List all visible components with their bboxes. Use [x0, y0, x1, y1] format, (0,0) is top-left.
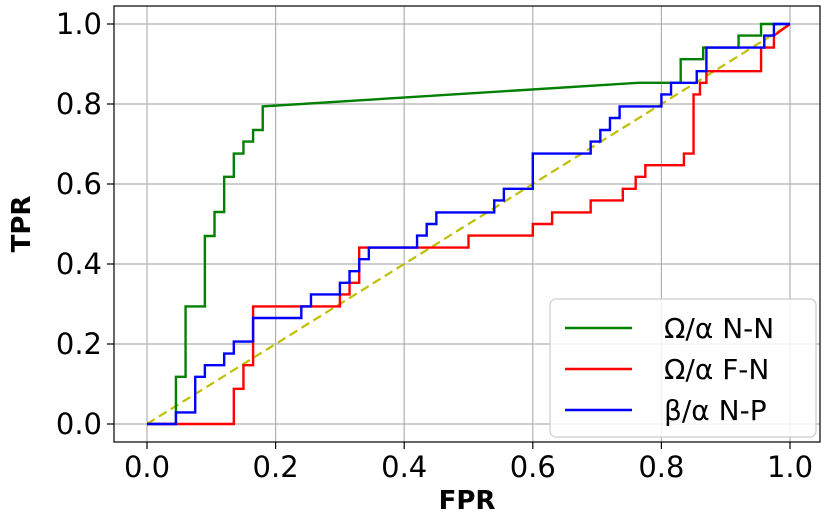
y-tick-label: 0.6: [56, 167, 102, 201]
x-tick-label: 0.8: [638, 450, 684, 484]
x-tick-label: 0.4: [381, 450, 427, 484]
series-lines: [147, 22, 791, 426]
legend-label-2: Ω/α F-N: [664, 353, 769, 386]
y-tick-label: 0.0: [56, 407, 102, 441]
x-tick-label: 0.2: [253, 450, 299, 484]
y-tick-label: 1.0: [56, 7, 102, 41]
legend-label-1: Ω/α N-N: [664, 312, 774, 345]
x-tick-label: 0.6: [510, 450, 556, 484]
legend-label-3: β/α N-P: [664, 394, 767, 427]
series-line-2: [147, 23, 791, 426]
legend-box: [549, 298, 817, 438]
series-line-3: [147, 22, 790, 426]
legend: Ω/α N-N Ω/α F-N β/α N-P: [549, 298, 817, 438]
x-tick-label: 0.0: [124, 450, 170, 484]
y-tick-label: 0.4: [56, 247, 102, 281]
plot-frame: [113, 5, 821, 443]
axis-tick-labels: 0.0 0.2 0.4 0.6 0.8 1.0 0.0 0.2 0.4 0.6 0.8 1.0: [56, 7, 813, 484]
x-tick-label: 1.0: [767, 450, 813, 484]
x-axis-label: FPR: [439, 486, 496, 514]
axis-ticks: [107, 23, 791, 449]
y-tick-label: 0.2: [56, 327, 102, 361]
y-axis-label: TPR: [7, 196, 37, 253]
y-tick-label: 0.8: [56, 87, 102, 121]
